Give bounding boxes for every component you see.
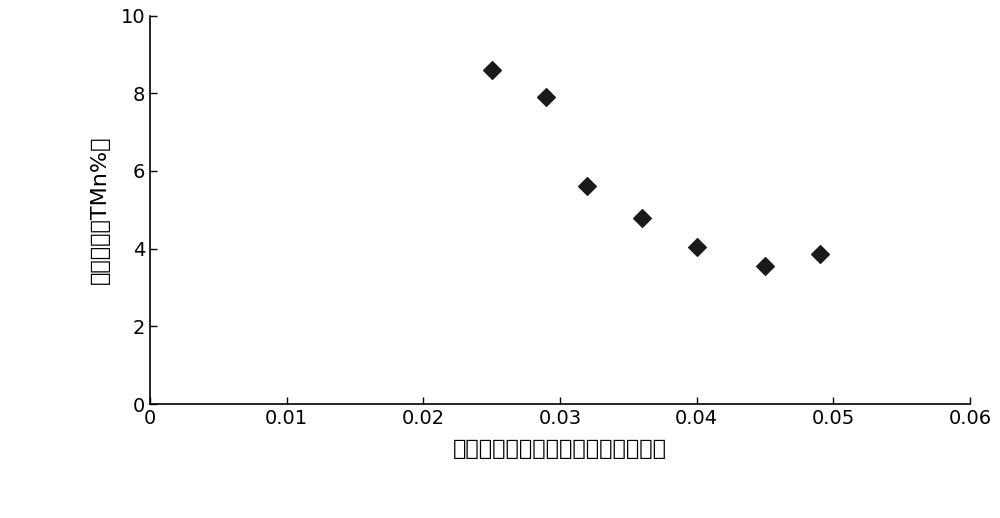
Point bbox=[812, 250, 828, 258]
Point bbox=[757, 262, 773, 270]
Point bbox=[689, 242, 705, 251]
Point bbox=[538, 93, 554, 102]
X-axis label: 硫铁矿加入量（与焙烧锤粉重量比）: 硫铁矿加入量（与焙烧锤粉重量比） bbox=[453, 439, 667, 459]
Point bbox=[634, 213, 650, 222]
Point bbox=[484, 66, 500, 74]
Point bbox=[579, 182, 595, 191]
Y-axis label: 锤泥全锤（TMn%）: 锤泥全锤（TMn%） bbox=[89, 136, 109, 284]
